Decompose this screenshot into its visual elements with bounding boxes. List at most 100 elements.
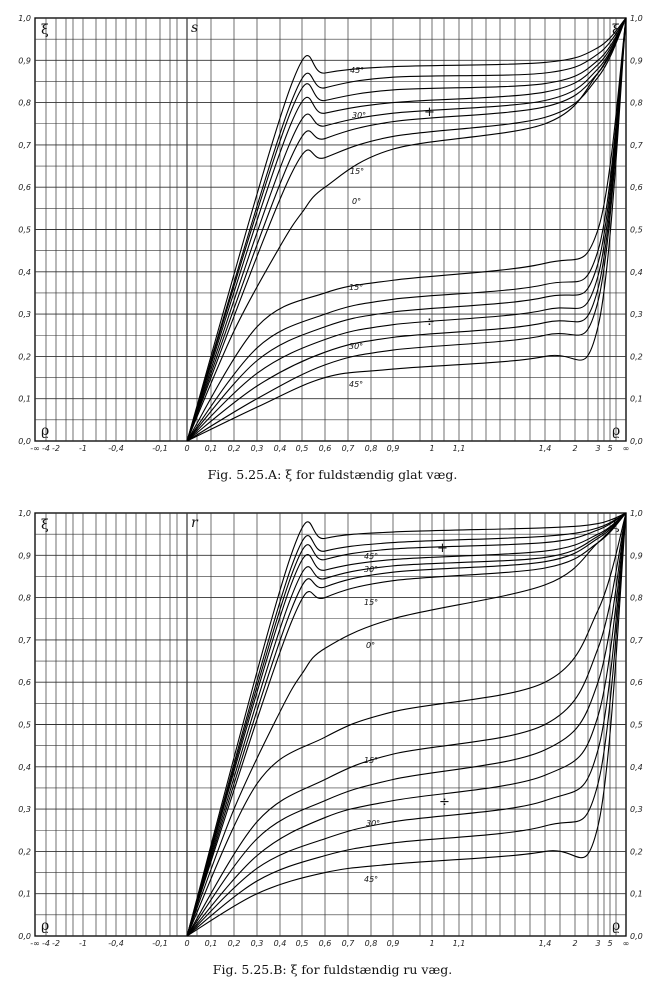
series-line <box>186 17 627 442</box>
y-tick-label-right: 0,5 <box>630 226 643 235</box>
x-tick-label: 3 <box>595 939 600 948</box>
series-line <box>186 17 627 442</box>
curve-angle-label: 45° <box>350 66 364 75</box>
curve-angle-label: 30° <box>366 819 380 828</box>
x-tick-label: 0,9 <box>387 939 400 948</box>
y-tick-label-left: 0,7 <box>18 636 32 645</box>
x-tick-label: ∞ <box>623 444 630 453</box>
panel-letter: s <box>191 20 198 36</box>
x-tick-label: 0,3 <box>251 939 264 948</box>
series-line <box>186 512 627 937</box>
x-tick-label: 1,1 <box>453 444 466 453</box>
series-line <box>186 17 627 442</box>
x-tick-label: 2 <box>572 444 577 453</box>
curve-angle-label: 0° <box>352 197 361 206</box>
x-tick-label: 1 <box>429 444 434 453</box>
x-tick-label: 0,6 <box>319 939 332 948</box>
x-tick-label: 0,4 <box>274 444 287 453</box>
series-line <box>186 17 627 442</box>
x-tick-label: 1,1 <box>453 939 466 948</box>
y-tick-label-left: 1,0 <box>18 14 31 23</box>
sign-label: + <box>424 105 435 120</box>
y-tick-label-right: 0,2 <box>630 352 643 361</box>
y-tick-label-left: 0,9 <box>18 551 31 560</box>
x-tick-label: 1,4 <box>539 444 552 453</box>
y-tick-label-left: 0,5 <box>18 226 31 235</box>
curve-angle-label: 45° <box>364 552 378 561</box>
x-tick-label: ∞ <box>623 939 630 948</box>
y-tick-label-right: 0,7 <box>630 141 644 150</box>
series-line <box>186 512 627 937</box>
y-tick-label-right: 0,1 <box>630 395 643 404</box>
y-tick-label-left: 0,1 <box>18 395 31 404</box>
caption-a: Fig. 5.25.A: ξ for fuldstændig glat væg. <box>207 467 458 482</box>
x-tick-label: -1 <box>79 444 87 453</box>
y-tick-label-left: 0,2 <box>18 847 31 856</box>
series-line <box>186 512 627 937</box>
xlabel-right: ϱ <box>612 423 620 439</box>
y-tick-label-left: 0,6 <box>18 678 31 687</box>
x-tick-label: 0 <box>184 444 189 453</box>
x-tick-label: 0,7 <box>342 444 356 453</box>
x-tick-label: -∞ <box>30 444 40 453</box>
y-tick-label-right: 1,0 <box>630 14 643 23</box>
sign-label: ÷ <box>439 795 450 810</box>
x-tick-label: 1,4 <box>539 939 552 948</box>
panel-letter: r <box>191 515 199 531</box>
y-tick-label-right: 0,4 <box>630 763 643 772</box>
x-tick-label: 5 <box>607 444 612 453</box>
series-line <box>186 512 627 937</box>
y-tick-label-right: 0,0 <box>630 932 643 941</box>
y-tick-label-left: 0,3 <box>18 805 31 814</box>
series-line <box>186 512 627 937</box>
x-tick-label: -∞ <box>30 939 40 948</box>
y-tick-label-right: 0,9 <box>630 56 643 65</box>
series-line <box>186 512 627 937</box>
sign-label: ÷ <box>424 315 435 330</box>
x-tick-label: -2 <box>52 444 60 453</box>
x-tick-label: 0,9 <box>387 444 400 453</box>
x-tick-label: 3 <box>595 444 600 453</box>
chart-a: 0,0 0,0 0,1 0,1 0,2 0,2 0,3 0,3 0,4 0,4 0,5 0,5 0,6 0… <box>18 14 644 453</box>
x-tick-label: -1 <box>79 939 87 948</box>
y-tick-label-left: 0,5 <box>18 721 31 730</box>
series-line <box>186 512 627 937</box>
x-tick-label: 0,4 <box>274 939 287 948</box>
y-tick-label-left: 0,2 <box>18 352 31 361</box>
x-tick-label: 0,3 <box>251 444 264 453</box>
series-line <box>186 17 627 442</box>
x-tick-label: 0,7 <box>342 939 356 948</box>
xlabel-right: ϱ <box>612 918 620 934</box>
series-line <box>186 512 627 937</box>
series-line <box>186 512 627 937</box>
y-tick-label-left: 0,4 <box>18 268 31 277</box>
series-line <box>186 512 627 937</box>
x-tick-label: -0,4 <box>108 939 124 948</box>
x-tick-label: 0,1 <box>205 939 218 948</box>
sign-label: + <box>437 541 448 556</box>
series-line <box>186 17 627 442</box>
series-line <box>186 17 627 442</box>
x-tick-label: -4 <box>42 444 50 453</box>
y-tick-label-right: 0,5 <box>630 721 643 730</box>
series-line <box>186 512 627 937</box>
x-tick-label: 0,2 <box>228 444 241 453</box>
y-tick-label-right: 0,1 <box>630 890 643 899</box>
curve-angle-label: 45° <box>364 875 378 884</box>
y-tick-label-right: 0,4 <box>630 268 643 277</box>
y-tick-label-left: 0,7 <box>18 141 32 150</box>
ylabel-right: ξ <box>612 22 620 38</box>
series-line <box>186 17 627 442</box>
x-tick-label: 2 <box>572 939 577 948</box>
series-line <box>186 512 627 937</box>
y-tick-label-right: 0,6 <box>630 678 643 687</box>
curve-angle-label: 15° <box>349 283 363 292</box>
curve-angle-label: 0° <box>366 641 375 650</box>
x-tick-label: -0,1 <box>152 444 168 453</box>
y-tick-label-right: 0,2 <box>630 847 643 856</box>
xlabel-left: ϱ <box>41 918 49 934</box>
y-tick-label-left: 0,0 <box>18 437 31 446</box>
curve-angle-label: 15° <box>364 756 378 765</box>
x-tick-label: 1 <box>429 939 434 948</box>
series-line <box>186 17 627 442</box>
